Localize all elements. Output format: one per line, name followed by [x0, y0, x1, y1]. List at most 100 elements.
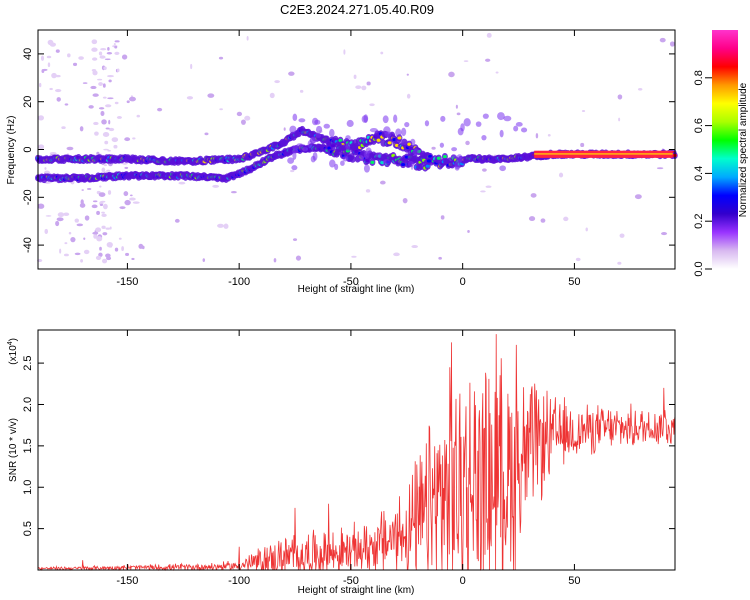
noise-speck [575, 257, 581, 262]
noise-speck [230, 191, 237, 194]
noise-speck [108, 79, 112, 83]
scatter-blob [463, 118, 471, 127]
noise-speck [455, 104, 458, 109]
x-tick-label: 0 [460, 276, 466, 288]
noise-speck [204, 132, 209, 136]
noise-speck [101, 258, 108, 264]
scatter-blob [499, 129, 504, 138]
scatter-blob [369, 127, 378, 133]
scatter-blob [503, 115, 512, 122]
noise-speck [101, 213, 107, 218]
noise-speck [107, 46, 110, 51]
scatter-blob [451, 147, 458, 152]
noise-speck [64, 103, 69, 106]
noise-speck [106, 241, 113, 248]
noise-speck [102, 203, 108, 210]
noise-speck [56, 217, 64, 222]
x-tick-label: -150 [116, 276, 138, 288]
scatter-blob [329, 159, 336, 168]
noise-speck [581, 110, 586, 113]
noise-speck [98, 107, 105, 110]
noise-speck [580, 142, 585, 148]
snr-y-axis: 0.5 1.0 1.5 2.0 2.5 [22, 355, 675, 536]
scatter-blob [481, 134, 487, 141]
noise-speck [63, 253, 69, 257]
scatter-blob [454, 161, 461, 170]
noise-speck [74, 252, 81, 256]
noise-speck [659, 37, 666, 43]
scatter-blob [400, 139, 409, 145]
strong-band-core [534, 153, 673, 155]
snr-x-axis: -150 -100 -50 0 50 [116, 330, 581, 587]
noise-speck [98, 82, 103, 86]
scatter-blob [375, 152, 382, 158]
noise-speck [63, 212, 70, 216]
noise-speck [88, 105, 94, 109]
snr-x-tick-label: -150 [116, 575, 138, 587]
snr-frame [37, 329, 676, 571]
noise-speck [97, 78, 103, 81]
noise-speck [114, 247, 119, 252]
y-tick-label: 40 [22, 48, 34, 60]
noise-speck [101, 211, 105, 214]
noise-speck [104, 58, 111, 61]
noise-speck [80, 259, 84, 263]
noise-speck [269, 92, 275, 99]
noise-speck [107, 97, 114, 100]
noise-speck [105, 227, 111, 230]
noise-speck [55, 220, 60, 227]
noise-speck [440, 215, 445, 220]
noise-speck [124, 166, 129, 169]
snr-series-line [37, 334, 676, 572]
colorbar-tick-label: 0.2 [693, 214, 705, 229]
noise-speck [411, 245, 418, 249]
noise-speck [91, 69, 97, 72]
noise-speck [96, 210, 100, 215]
trace-core [370, 160, 375, 164]
noise-speck [273, 258, 277, 263]
noise-speck [116, 68, 120, 73]
noise-speck [105, 104, 112, 108]
noise-speck [274, 80, 280, 84]
scatter-blob [401, 127, 407, 137]
noise-speck [495, 71, 499, 74]
scatter-blob [393, 114, 398, 123]
noise-speck [95, 255, 102, 261]
noise-speck [218, 56, 224, 60]
snr-background [38, 330, 675, 570]
noise-speck [114, 101, 119, 105]
noise-speck [656, 167, 664, 170]
noise-speck [92, 93, 99, 97]
noise-speck [54, 89, 62, 93]
noise-speck [101, 225, 106, 230]
noise-speck [92, 70, 98, 76]
noise-speck [101, 167, 106, 173]
trace-halo [349, 155, 356, 163]
scatter-blob [475, 121, 482, 127]
noise-speck [617, 94, 623, 100]
noise-speck [57, 212, 65, 218]
trace-core [338, 138, 343, 142]
noise-speck [92, 57, 98, 61]
noise-speck [47, 62, 51, 68]
noise-speck [90, 85, 97, 90]
trace-core [442, 155, 447, 159]
noise-speck [406, 73, 409, 76]
trace-core [436, 156, 441, 160]
noise-speck [59, 248, 62, 254]
noise-speck [99, 203, 104, 207]
noise-speck [61, 126, 66, 130]
noise-speck [558, 172, 564, 178]
scatter-blob [310, 155, 316, 163]
spectrogram-y-label: Frequency (Hz) [6, 116, 17, 185]
scatter-blob [289, 125, 297, 134]
scatter-blob [365, 147, 372, 154]
noise-speck [299, 89, 304, 93]
noise-speck [190, 63, 193, 70]
colorbar-tick-label: 0.0 [693, 261, 705, 276]
scatter-blob [407, 161, 415, 168]
scatter-blob [329, 128, 335, 138]
snr-x-tick-label: 50 [568, 575, 580, 587]
noise-speck [103, 148, 109, 151]
noise-speck [118, 237, 122, 240]
